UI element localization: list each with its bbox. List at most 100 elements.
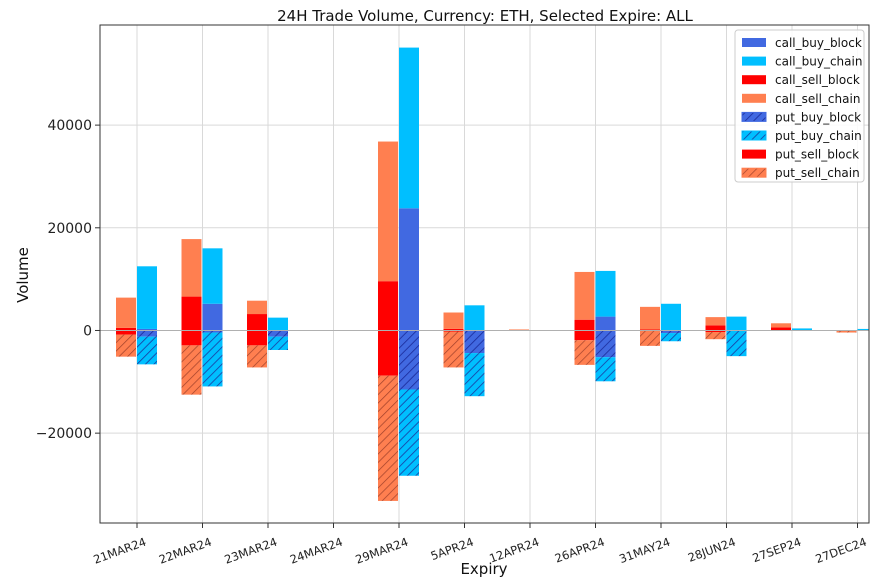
- bar-call-buy-block: [137, 328, 157, 331]
- x-tick-label: 26APR24: [553, 535, 607, 566]
- bar-put-buy-chain: [137, 336, 157, 365]
- bar-put-buy-chain: [399, 389, 419, 476]
- bar-put-sell-chain: [836, 330, 857, 333]
- x-tick-label: 21MAR24: [92, 535, 149, 567]
- legend-label: put_sell_block: [775, 148, 859, 162]
- bar-put-sell-chain: [378, 375, 398, 501]
- legend-label: call_sell_chain: [775, 92, 860, 106]
- bar-put-sell-chain: [247, 345, 267, 368]
- bar-put-sell-chain: [640, 330, 660, 346]
- bar-put-buy-chain: [464, 353, 485, 397]
- legend-swatch-put-sell-block: [742, 149, 766, 159]
- bar-call-sell-block: [116, 327, 136, 331]
- bar-call-buy-chain: [857, 328, 869, 331]
- bar-call-buy-chain: [726, 316, 747, 331]
- bar-call-buy-chain: [661, 303, 681, 331]
- bar-put-sell-block: [443, 330, 464, 332]
- y-tick-label: 0: [83, 323, 92, 339]
- bar-call-sell-chain: [443, 312, 464, 329]
- x-tick-label: 31MAY24: [617, 535, 672, 566]
- x-tick-label: 24MAR24: [288, 535, 345, 567]
- bar-call-sell-chain: [574, 271, 595, 320]
- legend-swatch-put-sell-chain: [741, 167, 767, 178]
- bar-put-sell-chain: [705, 332, 726, 340]
- bar-put-buy-block: [202, 330, 223, 333]
- legend-label: call_buy_block: [775, 36, 862, 50]
- bar-call-buy-chain: [792, 328, 812, 331]
- bar-put-sell-block: [378, 330, 398, 376]
- bar-call-sell-chain: [705, 317, 726, 326]
- legend-label: call_sell_block: [775, 73, 860, 87]
- x-tick-label: 23MAR24: [223, 535, 280, 567]
- bar-call-sell-block: [181, 296, 202, 331]
- bar-put-sell-block: [116, 330, 136, 335]
- bar-call-buy-chain: [268, 317, 288, 331]
- legend-label: put_buy_chain: [775, 129, 862, 143]
- bar-call-sell-chain: [116, 297, 136, 328]
- bar-call-buy-chain: [137, 266, 157, 329]
- legend-swatch-call-sell-chain: [742, 93, 766, 103]
- x-tick-label: 28JUN24: [686, 535, 737, 565]
- bar-call-sell-block: [378, 281, 398, 331]
- legend-swatch-put-buy-chain: [741, 130, 767, 141]
- x-tick-label: 22MAR24: [157, 535, 214, 567]
- y-axis-title: Volume: [14, 247, 32, 303]
- bar-put-buy-block: [137, 330, 157, 337]
- legend-swatch-put-buy-block: [741, 111, 767, 122]
- bar-call-buy-chain: [399, 47, 419, 209]
- x-tick-label: 5APR24: [429, 535, 476, 563]
- y-tick-label: 40000: [47, 118, 92, 134]
- legend-label: put_buy_block: [775, 110, 861, 124]
- bar-put-sell-chain: [443, 331, 464, 368]
- bar-put-sell-chain: [181, 345, 202, 395]
- y-axis-ticks: −20000 0 20000 40000: [36, 118, 100, 442]
- legend-label: call_buy_chain: [775, 55, 862, 69]
- bar-put-sell-chain: [116, 334, 136, 357]
- bar-put-buy-chain: [268, 336, 288, 350]
- bar-call-sell-chain: [378, 141, 398, 282]
- bar-put-sell-block: [181, 330, 202, 346]
- legend: call_buy_block call_buy_chain call_sell_bl…: [734, 29, 865, 183]
- bar-put-sell-block: [247, 330, 267, 346]
- legend-box: [734, 29, 865, 183]
- x-tick-label: 27DEC24: [814, 535, 869, 566]
- x-tick-label: 29MAR24: [354, 535, 411, 567]
- bar-call-sell-chain: [640, 306, 660, 330]
- y-tick-label: 20000: [47, 221, 92, 237]
- bar-call-sell-block: [705, 325, 726, 331]
- bar-put-buy-chain: [595, 357, 616, 382]
- legend-label: put_sell_chain: [775, 166, 860, 180]
- bars: [116, 47, 869, 501]
- chart-title: 24H Trade Volume, Currency: ETH, Selecte…: [277, 7, 693, 25]
- bar-call-sell-block: [247, 314, 267, 331]
- bar-put-buy-block: [595, 330, 616, 358]
- bar-call-sell-block: [771, 327, 791, 331]
- bar-call-sell-chain: [181, 239, 202, 297]
- x-tick-label: 27SEP24: [751, 535, 804, 566]
- bar-put-buy-chain: [726, 330, 747, 357]
- plot-frame: [99, 24, 870, 524]
- bar-call-buy-block: [202, 303, 223, 331]
- bar-put-sell-block: [705, 330, 726, 333]
- bar-call-buy-block: [595, 316, 616, 331]
- bar-call-buy-chain: [464, 305, 485, 331]
- bar-call-sell-chain: [247, 300, 267, 315]
- bar-put-buy-chain: [202, 332, 223, 387]
- bar-call-buy-chain: [202, 248, 223, 304]
- bar-put-buy-block: [464, 330, 485, 354]
- bar-put-buy-block: [268, 330, 288, 337]
- bar-put-buy-chain: [661, 333, 681, 342]
- bar-call-buy-block: [399, 208, 419, 331]
- legend-swatch-call-sell-block: [742, 75, 766, 85]
- bar-call-sell-block: [443, 328, 464, 331]
- bar-call-sell-block: [574, 319, 595, 331]
- y-tick-label: −20000: [36, 426, 92, 442]
- legend-swatch-call-buy-chain: [742, 56, 766, 66]
- bar-call-buy-chain: [595, 270, 616, 317]
- legend-swatch-call-buy-block: [742, 38, 766, 47]
- bar-call-sell-chain: [771, 323, 791, 328]
- bar-put-sell-block: [574, 330, 595, 341]
- bar-put-buy-block: [399, 330, 419, 390]
- bar-put-buy-block: [661, 330, 681, 334]
